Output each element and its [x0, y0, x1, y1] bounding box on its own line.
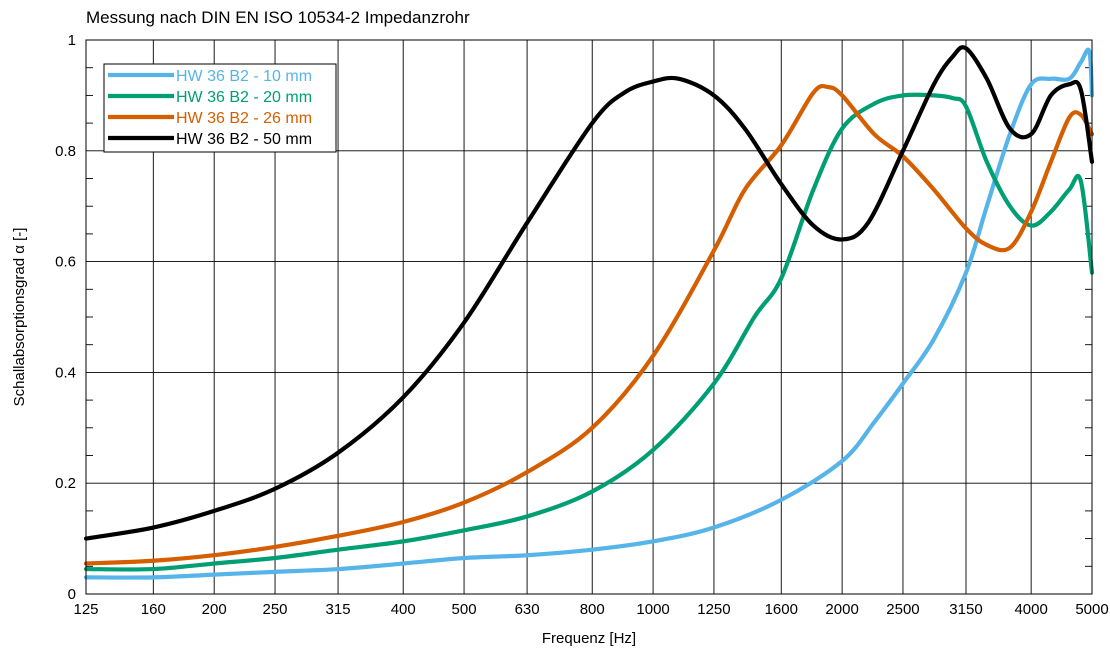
series-line-1	[83, 47, 1095, 580]
legend-label: HW 36 B2 - 20 mm	[176, 89, 312, 106]
series-line-4	[83, 45, 1095, 541]
x-axis-title: Frequenz [Hz]	[542, 630, 636, 647]
x-tick-label: 500	[452, 601, 477, 618]
x-tick-label: 3150	[949, 601, 982, 618]
x-tick-label: 4000	[1014, 601, 1047, 618]
legend-label: HW 36 B2 - 26 mm	[176, 110, 312, 127]
x-tick-label: 630	[515, 601, 540, 618]
x-tick-label: 2000	[825, 601, 858, 618]
x-tick-label: 200	[202, 601, 227, 618]
series-line-2	[83, 92, 1095, 572]
legend-label: HW 36 B2 - 10 mm	[176, 68, 312, 85]
y-axis-ticks: 0 0.2 0.4 0.6 0.8 1	[55, 32, 76, 603]
x-tick-label: 160	[141, 601, 166, 618]
x-axis-ticks: 125 160 200 250 315 400 500 630 800 1000 1250 1600 2…	[73, 601, 1108, 618]
x-tick-label: 315	[326, 601, 351, 618]
series-lines	[83, 45, 1095, 580]
y-tick-label: 1	[68, 32, 76, 49]
legend: HW 36 B2 - 10 mm HW 36 B2 - 20 mm HW 36 B2…	[103, 63, 337, 153]
chart-title: Messung nach DIN EN ISO 10534-2 Impedanz…	[86, 8, 470, 27]
y-tick-label: 0.8	[55, 143, 76, 160]
plot-frame	[85, 39, 1093, 595]
y-tick-label: 0.6	[55, 254, 76, 271]
y-axis-title: Schallabsorptionsgrad α [-]	[11, 228, 28, 407]
series-line-3	[83, 83, 1095, 566]
y-tick-label: 0.4	[55, 364, 76, 381]
x-tick-label: 400	[391, 601, 416, 618]
y-tick-label: 0	[68, 586, 76, 603]
y-tick-label: 0.2	[55, 475, 76, 492]
x-tick-label: 125	[73, 601, 98, 618]
x-tick-label: 2500	[886, 601, 919, 618]
x-tick-label: 1600	[765, 601, 798, 618]
x-tick-label: 800	[580, 601, 605, 618]
x-tick-label: 1000	[636, 601, 669, 618]
x-tick-label: 1250	[697, 601, 730, 618]
x-tick-label: 5000	[1075, 601, 1108, 618]
x-tick-label: 250	[263, 601, 288, 618]
legend-label: HW 36 B2 - 50 mm	[176, 131, 312, 148]
